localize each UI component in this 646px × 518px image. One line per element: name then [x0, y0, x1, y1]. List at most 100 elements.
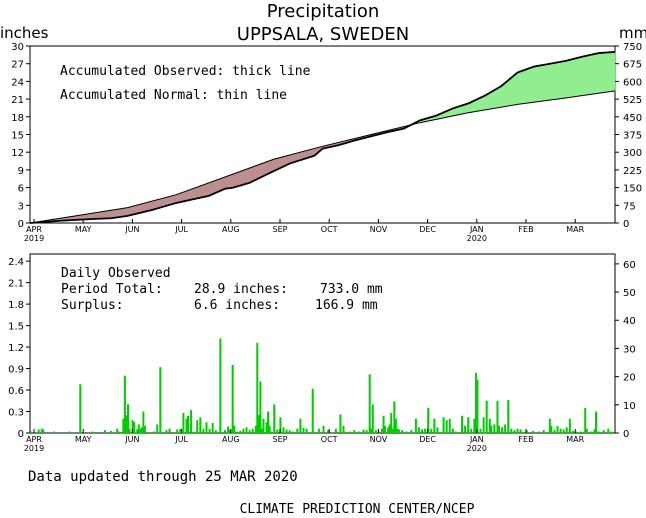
- daily-bar: [205, 422, 208, 433]
- month-label: OCT: [321, 225, 338, 234]
- daily-bar: [410, 430, 413, 433]
- daily-bar: [231, 364, 234, 433]
- chart-title: Precipitation: [267, 1, 380, 22]
- daily-bar: [405, 431, 408, 433]
- daily-bar: [156, 424, 159, 433]
- month-label: SEP: [273, 435, 288, 444]
- daily-bar: [507, 400, 510, 433]
- y-tick-label-left: 0.3: [8, 408, 24, 419]
- daily-bar: [348, 431, 351, 433]
- daily-bar: [223, 430, 226, 433]
- daily-bar: [214, 430, 217, 433]
- daily-bar: [68, 431, 71, 433]
- daily-bar: [126, 404, 129, 433]
- y-tick-label-right: 50: [623, 288, 636, 299]
- daily-bar: [562, 429, 565, 433]
- month-label: JUN: [124, 225, 139, 234]
- daily-bar: [421, 429, 424, 433]
- daily-bar: [556, 425, 559, 433]
- daily-bar: [414, 418, 417, 433]
- y-tick-label-left: 3: [18, 201, 24, 212]
- legend-observed: Accumulated Observed: thick line: [60, 64, 311, 79]
- month-label: NOV: [370, 435, 388, 444]
- month-label: MAY: [75, 225, 92, 234]
- daily-bar: [451, 428, 454, 433]
- month-label: APR: [26, 435, 42, 444]
- month-label: AUG: [222, 225, 240, 234]
- year-label: 2020: [467, 444, 487, 453]
- daily-bar: [159, 367, 162, 433]
- daily-bar: [259, 381, 262, 433]
- month-label: FEB: [518, 435, 533, 444]
- daily-bar: [490, 425, 493, 433]
- daily-bar: [91, 431, 94, 433]
- daily-bar: [430, 428, 433, 433]
- y-tick-label-left: 1.8: [8, 300, 24, 311]
- daily-bar: [485, 400, 488, 433]
- daily-bar: [123, 375, 126, 433]
- y-tick-label-right: 525: [623, 95, 642, 106]
- year-label: 2019: [24, 444, 44, 453]
- daily-bar: [248, 430, 251, 433]
- daily-bar: [365, 430, 368, 433]
- daily-bar: [268, 425, 271, 433]
- daily-bar: [384, 425, 387, 433]
- y-tick-label-right: 40: [623, 316, 636, 327]
- y-tick-label-left: 9: [18, 166, 24, 177]
- footer-updated: Data updated through 25 MAR 2020: [28, 469, 298, 485]
- daily-bar: [387, 427, 390, 433]
- daily-bar: [133, 422, 136, 433]
- daily-bar: [388, 424, 391, 433]
- y-tick-label-left: 2.1: [8, 279, 24, 290]
- month-label: JAN: [469, 435, 484, 444]
- year-label: 2019: [24, 234, 44, 243]
- daily-bar: [553, 430, 556, 433]
- daily-bar: [254, 425, 257, 433]
- daily-bar: [464, 425, 467, 433]
- y-tick-label-right: 225: [623, 166, 642, 177]
- daily-bar: [125, 415, 128, 433]
- daily-bar: [519, 429, 522, 433]
- daily-bar: [594, 411, 597, 433]
- units-right-label: mm: [619, 24, 646, 42]
- daily-bar: [179, 428, 182, 433]
- daily-bar: [381, 428, 383, 433]
- daily-bar: [165, 430, 168, 433]
- y-tick-label-left: 2.4: [8, 257, 24, 268]
- y-tick-label-right: 75: [623, 201, 636, 212]
- daily-bar: [542, 430, 545, 433]
- y-tick-label-left: 0.6: [8, 386, 24, 397]
- daily-bar: [291, 431, 294, 433]
- daily-bar: [525, 430, 528, 433]
- daily-bar: [322, 425, 325, 433]
- daily-bar: [374, 430, 377, 433]
- y-tick-label-left: 27: [11, 60, 24, 71]
- daily-bar: [227, 426, 230, 433]
- month-label: SEP: [273, 225, 288, 234]
- y-tick-label-left: 18: [11, 113, 24, 124]
- daily-bar: [199, 417, 202, 433]
- y-tick-label-left: 0: [18, 219, 24, 230]
- daily-bar: [257, 415, 260, 433]
- daily-bar: [391, 428, 394, 433]
- daily-bar: [584, 407, 587, 433]
- daily-bar: [288, 430, 291, 433]
- daily-bar: [397, 429, 400, 433]
- daily-bar: [467, 417, 470, 433]
- daily-bar: [454, 431, 457, 433]
- daily-bar: [362, 429, 365, 433]
- daily-bar: [510, 428, 513, 433]
- daily-bar: [513, 430, 516, 433]
- daily-bar: [302, 427, 305, 433]
- y-tick-label-left: 0.9: [8, 365, 24, 376]
- month-label: JUL: [174, 435, 188, 444]
- daily-bar: [270, 431, 273, 433]
- y-tick-label-right: 375: [623, 131, 642, 142]
- daily-bar: [122, 418, 125, 433]
- daily-bar: [370, 428, 373, 433]
- daily-bar: [445, 420, 448, 433]
- month-label: DEC: [419, 435, 436, 444]
- daily-bar: [593, 429, 596, 433]
- daily-bar: [233, 425, 236, 433]
- daily-bar: [538, 431, 541, 433]
